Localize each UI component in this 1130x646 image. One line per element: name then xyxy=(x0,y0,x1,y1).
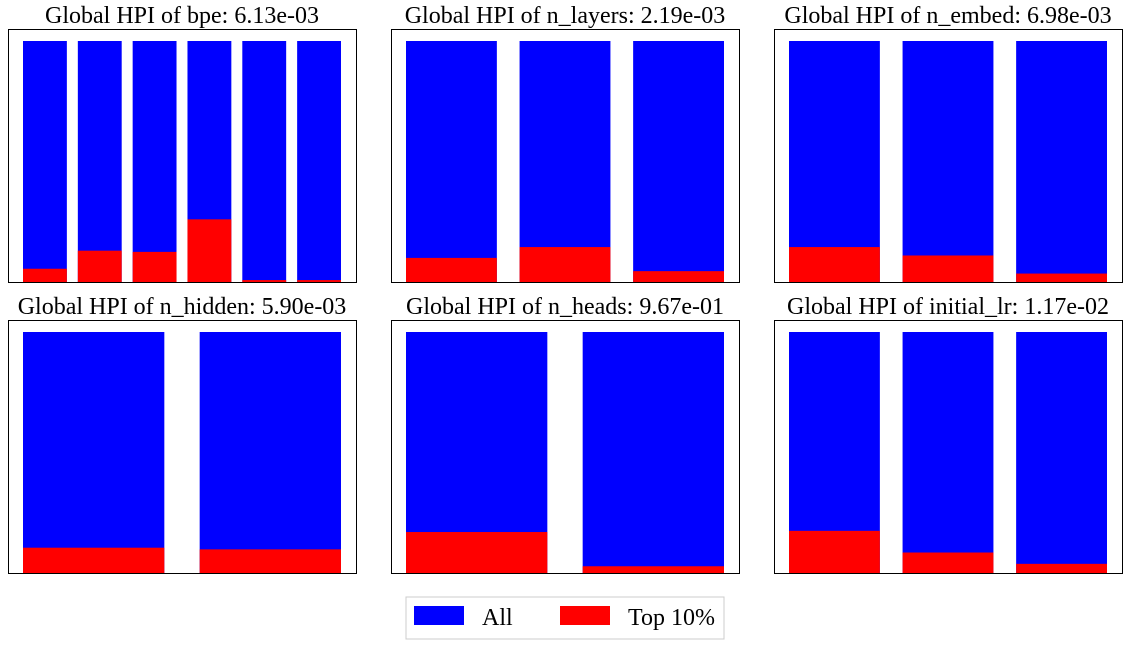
bar-all xyxy=(242,41,287,282)
bar-all xyxy=(23,332,165,573)
bar-top10 xyxy=(187,219,232,282)
bar-all xyxy=(519,41,611,282)
bar-all xyxy=(582,332,724,573)
legend-swatch-all xyxy=(414,606,464,625)
subplot-title: Global HPI of n_layers: 2.19e-03 xyxy=(405,3,726,29)
bar-top10 xyxy=(23,268,67,283)
subplot-6: Global HPI of initial_lr: 1.17e-02 xyxy=(774,294,1123,574)
legend-label-all: All xyxy=(482,605,513,631)
bar-top10 xyxy=(1016,563,1107,573)
subplot-title: Global HPI of n_embed: 6.98e-03 xyxy=(784,3,1111,29)
bar-top10 xyxy=(406,257,497,282)
bar-top10 xyxy=(1016,273,1107,282)
bar-top10 xyxy=(77,250,122,282)
bar-top10 xyxy=(297,280,341,282)
bar-all xyxy=(199,332,341,573)
axes-frame xyxy=(774,320,1123,574)
bar-all xyxy=(902,332,994,573)
bar-top10 xyxy=(633,271,724,282)
axes-frame xyxy=(8,29,357,283)
legend-swatch-top xyxy=(560,606,610,625)
axes-frame xyxy=(391,29,740,283)
axes-frame xyxy=(774,29,1123,283)
bar-top10 xyxy=(132,251,177,283)
bar-top10 xyxy=(242,280,287,282)
bar-all xyxy=(789,41,880,282)
subplot-title: Global HPI of n_heads: 9.67e-01 xyxy=(406,294,724,320)
subplot-1: Global HPI of bpe: 6.13e-03 xyxy=(8,3,357,283)
bar-all xyxy=(132,41,177,282)
subplot-2: Global HPI of n_layers: 2.19e-03 xyxy=(391,3,740,283)
bar-all xyxy=(1016,332,1107,573)
subplot-title: Global HPI of initial_lr: 1.17e-02 xyxy=(787,294,1109,320)
bar-top10 xyxy=(582,566,724,573)
bar-top10 xyxy=(406,532,548,573)
subplot-3: Global HPI of n_embed: 6.98e-03 xyxy=(774,3,1123,283)
subplot-title: Global HPI of bpe: 6.13e-03 xyxy=(45,3,319,29)
bar-all xyxy=(902,41,994,282)
bar-all xyxy=(77,41,122,282)
legend-label-top: Top 10% xyxy=(628,605,715,631)
bar-top10 xyxy=(519,247,611,283)
subplot-grid: Global HPI of bpe: 6.13e-03 Global HPI of… xyxy=(8,3,1123,574)
bar-top10 xyxy=(902,255,994,282)
subplot-4: Global HPI of n_hidden: 5.90e-03 xyxy=(8,294,357,574)
bar-all xyxy=(633,41,724,282)
bar-top10 xyxy=(789,247,880,283)
axes-frame xyxy=(8,320,357,574)
subplot-5: Global HPI of n_heads: 9.67e-01 xyxy=(391,294,740,574)
bar-all xyxy=(297,41,341,282)
bar-all xyxy=(23,41,67,282)
axes-frame xyxy=(391,320,740,574)
legend: All Top 10% xyxy=(405,596,725,640)
bar-all xyxy=(1016,41,1107,282)
bar-top10 xyxy=(902,552,994,573)
bar-top10 xyxy=(23,547,165,573)
bar-top10 xyxy=(199,549,341,573)
bar-top10 xyxy=(789,530,880,573)
bar-all xyxy=(406,41,497,282)
subplot-title: Global HPI of n_hidden: 5.90e-03 xyxy=(18,294,347,320)
